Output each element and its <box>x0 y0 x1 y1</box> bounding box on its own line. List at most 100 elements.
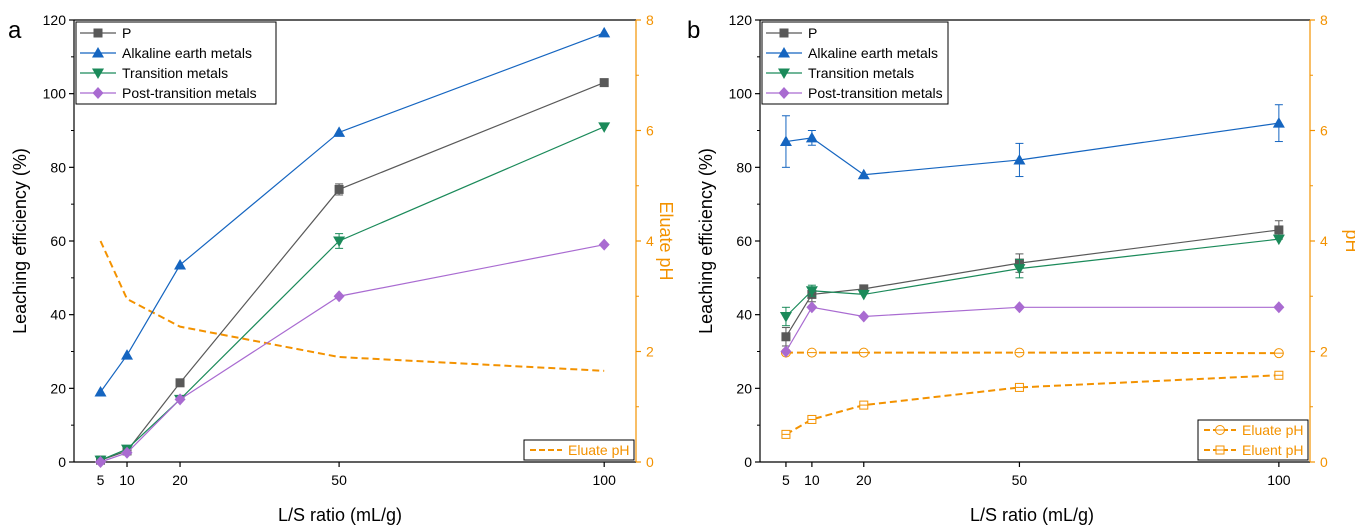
data-point <box>1013 264 1026 275</box>
data-point <box>598 122 611 133</box>
x-tick-label: 10 <box>119 472 135 488</box>
ph-legend-label: Eluate pH <box>568 442 629 458</box>
data-point <box>174 393 186 406</box>
data-point <box>95 456 107 468</box>
legend-label: Post-transition metals <box>808 85 943 101</box>
series-line <box>785 306 1279 352</box>
y-tick-label: 120 <box>729 12 753 28</box>
data-point <box>781 332 791 342</box>
y-tick-label: 40 <box>736 307 752 323</box>
data-point <box>121 446 133 459</box>
y2-axis-title-a: Eluate pH <box>656 201 676 280</box>
data-point <box>175 378 185 388</box>
ph-point <box>1273 348 1284 359</box>
series-line <box>100 244 605 463</box>
data-point <box>333 126 346 137</box>
x-axis-title-a: L/S ratio (mL/g) <box>278 505 402 525</box>
legend-label: Alkaline earth metals <box>122 45 252 61</box>
data-point <box>598 238 610 251</box>
ph-point <box>1014 382 1024 392</box>
y2-tick-label: 8 <box>646 12 654 28</box>
y-tick-label: 60 <box>50 233 66 249</box>
series-line <box>785 238 1279 317</box>
legend-box <box>75 21 277 105</box>
data-point <box>1272 117 1285 128</box>
y-tick-label: 20 <box>50 380 66 396</box>
plot-area-a: 0 20 40 60 80 100 120 0 2 4 6 8 5 10 20 50 100 P Alkaline … <box>43 12 654 488</box>
legend-label: P <box>808 25 817 41</box>
legend-marker <box>93 28 103 38</box>
x-tick-label: 5 <box>97 472 105 488</box>
series-line <box>785 122 1279 176</box>
x-axis-title-b: L/S ratio (mL/g) <box>970 505 1094 525</box>
plot-area-b: 0 20 40 60 80 100 120 0 2 4 6 8 5 10 20 50 100 P Alkaline … <box>729 12 1328 488</box>
y2-tick-label: 4 <box>646 233 654 249</box>
data-point <box>1272 234 1285 246</box>
ph-legend-box <box>523 439 635 461</box>
x-tick-label: 20 <box>856 472 872 488</box>
y-axis-title-b: Leaching efficiency (%) <box>696 148 716 334</box>
legend-box <box>761 21 949 105</box>
panel-label-a: a <box>8 17 22 44</box>
data-point <box>858 310 870 323</box>
data-point <box>779 312 792 323</box>
legend-label: Post-transition metals <box>122 85 257 101</box>
legend-marker <box>92 47 104 58</box>
data-point <box>857 289 870 301</box>
panel-label-b: b <box>687 17 700 44</box>
x-tick-label: 100 <box>1267 472 1291 488</box>
y2-tick-label: 2 <box>646 344 654 360</box>
legend-marker <box>778 47 790 58</box>
y-tick-label: 100 <box>43 86 67 102</box>
data-point <box>1273 301 1285 314</box>
ph-series-line <box>99 240 605 372</box>
ph-point <box>807 414 817 424</box>
y-tick-label: 40 <box>50 307 66 323</box>
data-point <box>598 26 611 38</box>
legend-label: Alkaline earth metals <box>808 45 938 61</box>
x-tick-label: 20 <box>172 472 188 488</box>
data-point <box>121 349 134 360</box>
panel-a: a Leaching efficiency (%) Eluate pH L/S … <box>8 12 676 525</box>
ph-legend-label: Eluate pH <box>1242 422 1303 438</box>
legend-marker <box>778 68 790 79</box>
ph-point <box>781 429 791 439</box>
ph-legend-marker <box>1215 425 1225 435</box>
legend-marker <box>92 68 104 79</box>
series-line <box>785 229 1279 338</box>
x-tick-label: 100 <box>593 472 617 488</box>
ph-legend-marker <box>1215 445 1225 455</box>
data-point <box>1013 301 1025 314</box>
y2-tick-label: 6 <box>646 123 654 139</box>
data-point <box>780 345 792 358</box>
x-tick-label: 50 <box>1012 472 1028 488</box>
data-point <box>859 284 869 294</box>
legend-label: P <box>122 25 131 41</box>
ph-point <box>859 400 869 410</box>
data-point <box>857 168 870 180</box>
x-tick-label: 10 <box>804 472 820 488</box>
legend-label: Transition metals <box>122 65 228 81</box>
y-tick-label: 100 <box>729 86 753 102</box>
ph-point <box>1274 370 1284 380</box>
legend-marker <box>92 87 104 99</box>
y2-tick-label: 2 <box>1320 344 1328 360</box>
y-tick-label: 0 <box>58 454 66 470</box>
data-point <box>1274 225 1284 235</box>
legend-marker <box>778 87 790 99</box>
y-tick-label: 80 <box>736 159 752 175</box>
data-point <box>805 131 818 143</box>
y-tick-label: 60 <box>736 233 752 249</box>
y-tick-label: 20 <box>736 380 752 396</box>
data-point <box>94 386 107 397</box>
data-point <box>333 290 345 303</box>
data-point <box>333 236 346 247</box>
legend-label: Transition metals <box>808 65 914 81</box>
data-point <box>806 301 818 314</box>
ph-legend-label: Eluent pH <box>1242 442 1303 458</box>
data-point <box>599 78 609 88</box>
data-point <box>174 258 187 270</box>
y-axis-title-a: Leaching efficiency (%) <box>10 148 30 334</box>
y2-tick-label: 0 <box>1320 454 1328 470</box>
